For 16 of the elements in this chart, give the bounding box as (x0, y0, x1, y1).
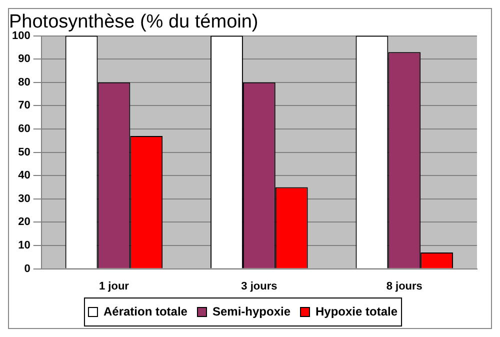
y-tick-label: 50 (18, 146, 30, 158)
legend-label: Aération totale (103, 304, 188, 318)
y-tick-label: 70 (18, 100, 30, 112)
y-tick-label: 90 (18, 53, 30, 66)
x-tick-label: 3 jours (241, 280, 278, 292)
y-tick-label: 60 (18, 123, 30, 136)
y-tick-label: 80 (18, 76, 30, 88)
y-tick-label: 30 (18, 192, 30, 205)
y-tick-label: 0 (24, 262, 30, 275)
x-tick-label: 1 jour (98, 280, 130, 292)
legend-label: Semi-hypoxie (212, 304, 291, 318)
y-tick-label: 20 (18, 216, 30, 228)
y-tick-label: 10 (18, 240, 30, 252)
x-tick-label: 8 jours (386, 280, 422, 292)
legend-label: Hypoxie totale (316, 304, 398, 318)
y-tick-label: 40 (18, 170, 30, 182)
